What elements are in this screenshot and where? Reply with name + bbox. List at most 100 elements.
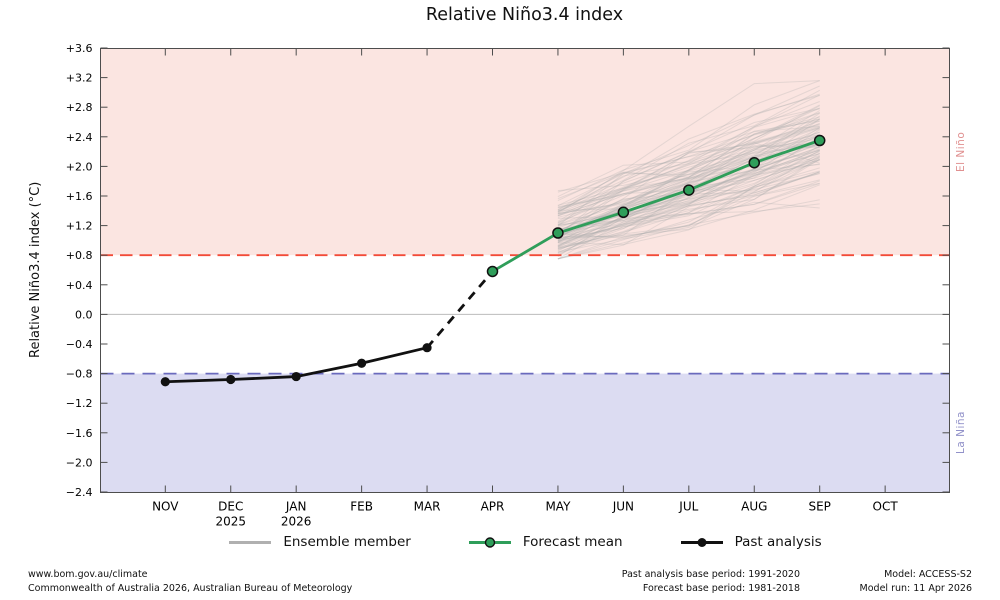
ensemble-member-line <box>557 144 820 250</box>
x-tick-label: JUL <box>678 500 698 514</box>
ensemble-member-line <box>557 116 820 211</box>
x-tick-label: NOV <box>152 500 179 514</box>
ensemble-member-line <box>557 143 820 241</box>
footer-model-info: Model: ACCESS-S2 Model run: 11 Apr 2026 <box>860 568 972 595</box>
ensemble-member-line <box>557 136 820 252</box>
ensemble-member-line <box>557 124 820 193</box>
ensemble-member-line <box>557 125 820 222</box>
ensemble-member-line <box>557 94 820 214</box>
x-tick-label: JAN <box>285 500 307 514</box>
x-tick-label: FEB <box>350 500 373 514</box>
y-axis-label: Relative Niño3.4 index (°C) <box>28 181 43 359</box>
ensemble-member-line <box>557 118 820 227</box>
footer-url: www.bom.gov.au/climate <box>28 569 148 580</box>
legend-item-ensemble: Ensemble member <box>227 534 411 550</box>
ensemble-member-line <box>557 180 820 237</box>
ensemble-member-line <box>557 201 820 260</box>
footer-base-periods: Past analysis base period: 1991-2020 For… <box>622 568 800 595</box>
ensemble-member-line <box>557 183 820 245</box>
el-nino-region-label: El Niño <box>955 131 967 172</box>
ensemble-member-line <box>557 118 820 217</box>
ensemble-member-line <box>557 80 820 214</box>
ensemble-member-line <box>557 89 820 211</box>
ensemble-member-line <box>557 104 820 206</box>
forecast-mean-point <box>617 206 630 219</box>
ensemble-member-line <box>557 126 820 215</box>
x-tick-label: SEP <box>808 500 830 514</box>
ensemble-member-line <box>557 144 820 234</box>
past-analysis-point <box>226 374 236 385</box>
y-tick-label: 0.0 <box>75 308 93 321</box>
y-tick-label: +0.4 <box>66 279 93 292</box>
ensemble-member-line <box>557 128 820 226</box>
ensemble-member-line <box>557 122 820 224</box>
past-analysis-point <box>160 377 170 387</box>
forecast-mean-line <box>491 139 821 273</box>
ensemble-member-line <box>557 80 820 202</box>
ensemble-member-line <box>557 144 820 209</box>
y-tick-label: +3.2 <box>66 72 93 85</box>
y-tick-label: +2.0 <box>66 160 93 173</box>
footer-model-run: Model run: 11 Apr 2026 <box>859 582 972 594</box>
x-tick-label: MAY <box>545 500 571 514</box>
ensemble-member-line <box>557 171 820 255</box>
ensemble-member-line <box>557 149 820 247</box>
legend-item-forecast: Forecast mean <box>467 534 623 550</box>
y-tick-label: +2.4 <box>66 131 93 144</box>
y-tick-label: −2.4 <box>66 486 93 499</box>
ensemble-member-line <box>557 199 820 238</box>
ensemble-member-line <box>557 163 820 249</box>
ensemble-member-line <box>557 156 820 253</box>
la-nina-region <box>100 373 950 493</box>
y-tick-label: −0.4 <box>66 338 93 351</box>
legend-item-past: Past analysis <box>679 534 822 550</box>
y-tick-label: +2.8 <box>66 101 93 114</box>
forecast-mean-line-icon <box>468 536 511 548</box>
y-tick-label: +1.6 <box>66 190 93 203</box>
legend-label-past: Past analysis <box>734 534 822 550</box>
ensemble-member-line <box>557 94 820 213</box>
forecast-mean-point <box>748 156 761 169</box>
ensemble-member-line <box>557 110 820 208</box>
ensemble-member-line <box>557 184 820 240</box>
plot-frame <box>100 48 950 493</box>
footer-forecast-base-period: Forecast base period: 1981-2018 <box>642 582 800 594</box>
legend: Ensemble member Forecast mean Past analy… <box>100 534 949 550</box>
ensemble-member-line <box>557 150 820 242</box>
ensemble-member-line <box>557 155 820 251</box>
ensemble-member-line <box>557 203 820 260</box>
forecast-mean-point <box>486 265 499 278</box>
ensemble-member-line <box>557 139 820 200</box>
ensemble-member-line <box>557 118 820 229</box>
ensemble-member-line <box>557 167 820 248</box>
ensemble-member-line <box>557 93 820 225</box>
ensemble-member-line <box>557 107 820 233</box>
ensemble-member-line <box>557 155 820 225</box>
ensemble-member-line <box>557 107 820 236</box>
x-tick-label: APR <box>481 500 505 514</box>
el-nino-region <box>100 48 950 256</box>
ensemble-member-line <box>557 101 820 213</box>
ensemble-member-line <box>557 142 820 227</box>
forecast-mean-point <box>552 227 564 239</box>
axis-ticks <box>100 47 950 493</box>
forecast-mean-point <box>813 134 826 147</box>
x-tick-label: AUG <box>741 500 767 514</box>
y-tick-label: +1.2 <box>66 220 93 233</box>
y-tick-label: −0.8 <box>66 368 93 381</box>
ensemble-member-line <box>557 112 820 213</box>
ensemble-member-line <box>557 85 820 207</box>
footer-past-base-period: Past analysis base period: 1991-2020 <box>621 569 800 580</box>
ensemble-member-line <box>557 150 820 253</box>
ensemble-member-line <box>557 118 820 218</box>
x-tick-label: MAR <box>414 500 441 514</box>
y-tick-label: −1.6 <box>66 427 93 440</box>
ensemble-member-line <box>557 159 820 246</box>
ensemble-member-line <box>557 135 820 235</box>
chart-title: Relative Niño3.4 index <box>425 5 624 25</box>
past-analysis-point <box>291 371 301 382</box>
past-analysis-point <box>422 343 432 353</box>
footer-copyright: Commonwealth of Australia 2026, Australi… <box>28 582 353 594</box>
x-tick-label: DEC <box>218 500 243 514</box>
